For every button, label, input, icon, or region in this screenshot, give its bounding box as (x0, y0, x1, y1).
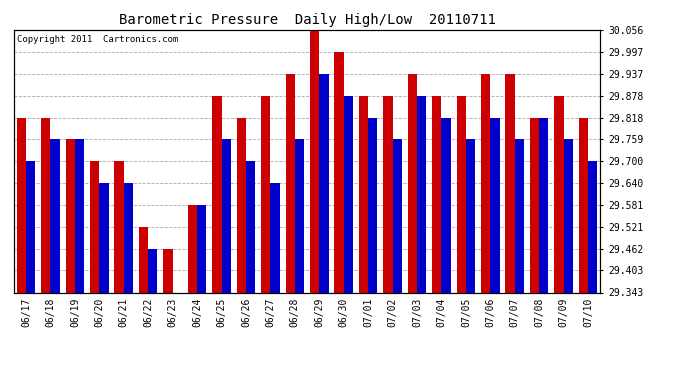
Bar (457, 96, 466, 292)
Bar (393, 140, 402, 292)
Bar (213, 96, 221, 292)
Bar (515, 140, 524, 292)
Bar (75, 140, 84, 292)
Bar (164, 249, 172, 292)
Title: Barometric Pressure  Daily High/Low  20110711: Barometric Pressure Daily High/Low 20110… (119, 13, 495, 27)
Bar (26, 161, 35, 292)
Bar (368, 118, 377, 292)
Bar (506, 74, 515, 292)
Bar (579, 118, 588, 292)
Bar (417, 96, 426, 292)
Bar (319, 74, 328, 292)
Bar (66, 140, 75, 292)
Bar (17, 118, 26, 292)
Bar (408, 74, 417, 292)
Bar (384, 96, 393, 292)
Bar (188, 205, 197, 292)
Bar (344, 96, 353, 292)
Bar (41, 118, 50, 292)
Bar (442, 118, 451, 292)
Bar (237, 118, 246, 292)
Bar (588, 161, 598, 292)
Bar (90, 161, 99, 292)
Bar (564, 140, 573, 292)
Bar (50, 140, 60, 292)
Bar (466, 140, 475, 292)
Bar (221, 140, 230, 292)
Bar (115, 161, 124, 292)
Bar (261, 96, 270, 292)
Bar (148, 249, 157, 292)
Bar (481, 74, 491, 292)
Bar (139, 227, 148, 292)
Bar (554, 96, 564, 292)
Bar (124, 183, 133, 292)
Bar (491, 118, 500, 292)
Bar (539, 118, 549, 292)
Bar (270, 183, 279, 292)
Bar (530, 118, 539, 292)
Bar (310, 30, 319, 292)
Bar (335, 52, 344, 292)
Text: Copyright 2011  Cartronics.com: Copyright 2011 Cartronics.com (17, 35, 178, 44)
Bar (197, 205, 206, 292)
Bar (359, 96, 368, 292)
Bar (295, 140, 304, 292)
Bar (246, 161, 255, 292)
Bar (99, 183, 108, 292)
Bar (432, 96, 442, 292)
Bar (286, 74, 295, 292)
